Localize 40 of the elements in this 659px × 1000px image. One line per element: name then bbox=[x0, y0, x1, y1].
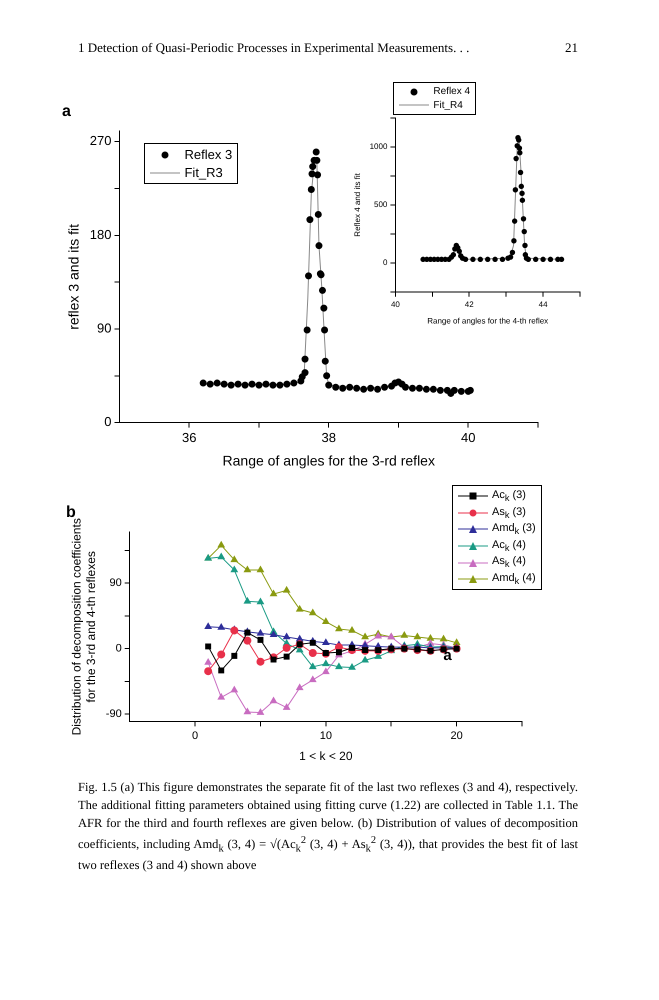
x-tick-label: 0 bbox=[192, 730, 198, 742]
text: 1 Detection of Quasi-Periodic Processes in Experimental Measurements. . . bbox=[78, 40, 470, 56]
x-tick-label: 36 bbox=[182, 430, 196, 445]
x-tick-label: 42 bbox=[464, 300, 474, 309]
y-tick-label: 500 bbox=[374, 200, 388, 210]
y-tick-label: 270 bbox=[90, 133, 112, 148]
chart-title: a bbox=[62, 103, 71, 120]
x-tick-label: 38 bbox=[322, 430, 336, 445]
legend-label: Reflex 4 bbox=[433, 85, 470, 98]
text: 21 bbox=[565, 40, 578, 56]
y-axis-title: Reflex 4 and its fit bbox=[353, 172, 362, 237]
legend-label: Amd$_{k}$ (3) bbox=[492, 521, 536, 538]
legend-label: As$_{k}$ (3) bbox=[492, 504, 526, 522]
legend-label: Ac$_{k}$ (4) bbox=[492, 538, 526, 554]
x-tick-label: 40 bbox=[390, 300, 400, 309]
legend-label: Amd$_{k}$ (4) bbox=[492, 570, 536, 588]
x-tick-label: 20 bbox=[450, 730, 463, 742]
legend-label: Fit_R3 bbox=[184, 164, 223, 182]
x-axis-title: 1 < k < 20 bbox=[299, 749, 353, 764]
x-tick-label: 40 bbox=[461, 430, 476, 445]
annotation: a bbox=[443, 647, 452, 664]
x-axis-title: Range of angles for the 4-th reflex bbox=[427, 316, 548, 326]
y-axis-title: reflex 3 and its fit bbox=[65, 224, 82, 330]
legend-label: Ac$_{k}$ (3) bbox=[492, 488, 526, 505]
y-tick-label: 0 bbox=[104, 414, 112, 430]
x-axis-title: Range of angles for the 3-rd reflex bbox=[222, 452, 435, 468]
y-tick-label: 180 bbox=[90, 226, 112, 242]
x-tick-label: 44 bbox=[538, 300, 548, 309]
legend-label: Fit_R4 bbox=[433, 98, 463, 112]
y-tick-label: 90 bbox=[109, 577, 122, 590]
y-axis-title: Distribution of decomposition coefficients for the 3-rd and 4-th reflexes bbox=[70, 518, 98, 736]
y-tick-label: 0 bbox=[116, 642, 122, 655]
y-tick-label: -90 bbox=[106, 708, 122, 720]
y-tick-label: 90 bbox=[97, 320, 112, 336]
text: Fig. 1.5 (a) This figure demonstrates the separate fit of the last two reflexes (3 and 4), respectively. The additional fitting parameters obtained using fitting curve (1.22) are collected in Table 1.1. The AFR for the third and fourth reflexes are given below. (b) Distribution of values of decomposition coefficients, including Amd$_{k}$ (3, 4) = √(Ac$_{k}$$^{2}$ (3, 4) + As$_{k}$$^{2}$ (3, 4)), that provides the best fit of last two reflexes (3 and 4) shown above bbox=[78, 780, 578, 872]
x-tick-label: 10 bbox=[320, 730, 332, 742]
y-tick-label: 1000 bbox=[370, 142, 388, 152]
legend-label: Reflex 3 bbox=[184, 146, 232, 164]
y-tick-label: 0 bbox=[382, 258, 388, 268]
legend-label: As$_{k}$ (4) bbox=[492, 554, 526, 571]
